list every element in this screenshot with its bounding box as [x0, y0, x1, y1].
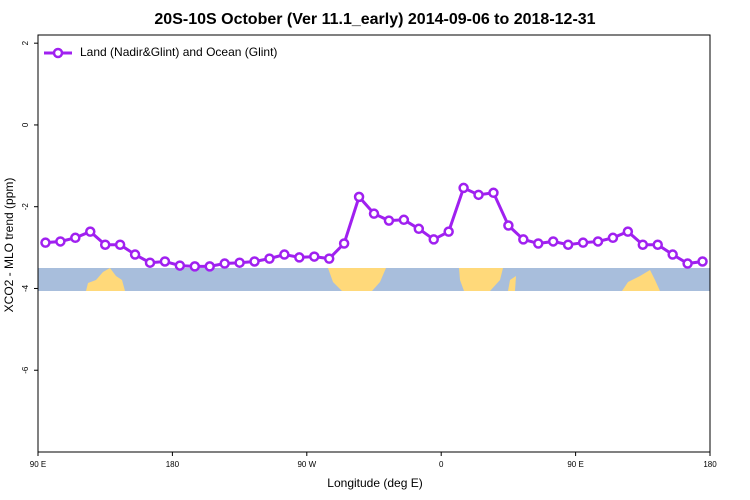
x-tick-label: 180: [166, 460, 180, 469]
data-point: [309, 251, 320, 262]
data-point: [249, 256, 260, 267]
chart-title: 20S-10S October (Ver 11.1_early) 2014-09…: [154, 11, 595, 28]
data-point: [503, 220, 514, 231]
data-point: [99, 239, 111, 250]
data-point: [85, 226, 96, 237]
data-point: [70, 232, 81, 244]
data-point: [55, 236, 66, 247]
data-point: [577, 237, 589, 248]
y-tick-label: 0: [21, 122, 30, 127]
data-point: [189, 261, 201, 272]
data-point: [652, 239, 663, 250]
data-point: [40, 237, 51, 248]
data-point: [622, 226, 634, 237]
legend-marker: [52, 47, 64, 59]
data-point: [219, 258, 230, 269]
data-point: [547, 236, 559, 247]
data-point: [637, 239, 649, 250]
data-point: [592, 236, 604, 247]
data-point: [383, 215, 395, 226]
data-point: [294, 252, 305, 263]
y-tick-label: 2: [21, 40, 30, 45]
data-point: [458, 182, 469, 194]
y-tick-label: -2: [21, 203, 30, 211]
data-point: [518, 234, 529, 245]
data-point: [682, 258, 693, 269]
data-point: [443, 226, 454, 237]
x-tick-label: 0: [439, 460, 444, 469]
data-point: [428, 234, 439, 245]
data-point: [533, 238, 544, 249]
data-point: [607, 232, 619, 244]
data-point: [129, 249, 141, 260]
x-tick-label: 90 E: [567, 460, 583, 469]
x-tick-label: 180: [703, 460, 717, 469]
y-tick-label: -4: [21, 284, 30, 292]
data-point: [264, 253, 275, 264]
data-point: [473, 189, 484, 201]
data-point: [697, 256, 708, 267]
series-line: [45, 185, 703, 268]
data-point: [398, 214, 410, 226]
data-point: [667, 249, 678, 260]
data-point: [338, 238, 350, 249]
data-point: [204, 261, 215, 272]
x-tick-label: 90 E: [30, 460, 46, 469]
data-point: [279, 249, 290, 260]
data-point: [353, 191, 365, 203]
y-axis-label: XCO2 - MLO trend (ppm): [2, 178, 16, 313]
data-point: [413, 223, 425, 235]
data-point: [159, 256, 171, 267]
data-point: [144, 257, 156, 268]
data-point: [323, 253, 335, 264]
legend-label: Land (Nadir&Glint) and Ocean (Glint): [80, 45, 277, 59]
data-point: [488, 187, 499, 199]
data-point: [174, 260, 186, 271]
land-ocean-map: [38, 268, 710, 291]
data-point: [562, 239, 574, 250]
x-axis-label: Longitude (deg E): [327, 476, 422, 490]
x-tick-label: 90 W: [297, 460, 316, 469]
y-tick-label: -6: [21, 366, 30, 374]
data-point: [368, 208, 380, 219]
plot-frame: [37, 34, 711, 453]
data-point: [114, 239, 126, 250]
data-point: [234, 257, 245, 268]
